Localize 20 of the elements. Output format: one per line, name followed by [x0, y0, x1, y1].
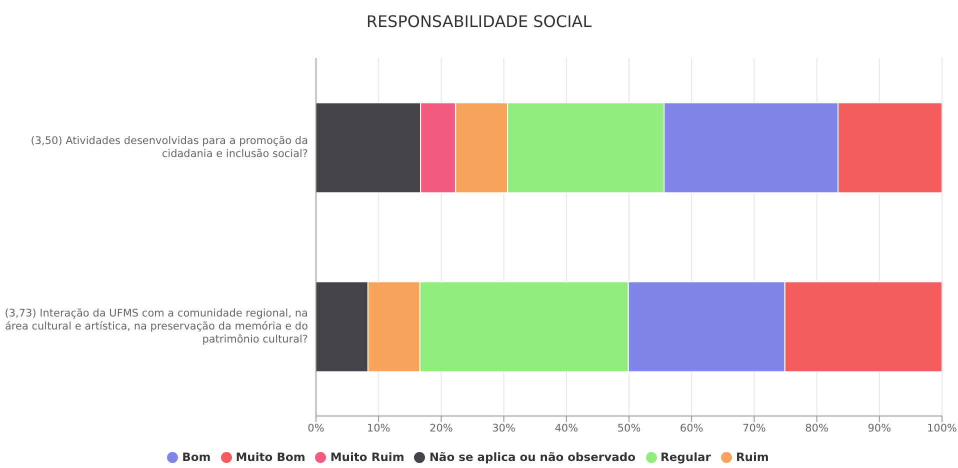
legend-label: Muito Ruim: [330, 450, 404, 464]
legend-label: Regular: [660, 450, 711, 464]
x-tick-label: 90%: [868, 422, 892, 434]
x-tick-label: 80%: [805, 422, 828, 434]
x-tick-label: 10%: [366, 422, 390, 434]
chart-title: RESPONSABILIDADE SOCIAL: [365, 12, 593, 31]
legend-label: Ruim: [736, 450, 769, 464]
x-tick-label: 60%: [680, 422, 704, 434]
x-tick-label: 30%: [492, 422, 516, 434]
x-tick-label: 0%: [308, 422, 324, 434]
legend-label: Muito Bom: [236, 450, 306, 464]
legend-label: Bom: [182, 450, 211, 464]
x-tick-label: 100%: [926, 422, 958, 434]
x-tick-label: 20%: [430, 422, 453, 434]
x-tick-label: 40%: [554, 422, 578, 434]
legend-label: Não se aplica ou não observado: [429, 450, 636, 464]
y-tick-label: (3,73) Interação da UFMS com a comunidade regional, na área cultural e artística, na preservação da memória e do patrimônio cultural?: [4, 308, 308, 346]
x-tick-label: 70%: [742, 422, 766, 434]
x-tick-label: 50%: [617, 422, 641, 434]
y-tick-label: (3,50) Atividades desenvolvidas para a promoção da cidadania e inclusão social?: [30, 135, 308, 160]
